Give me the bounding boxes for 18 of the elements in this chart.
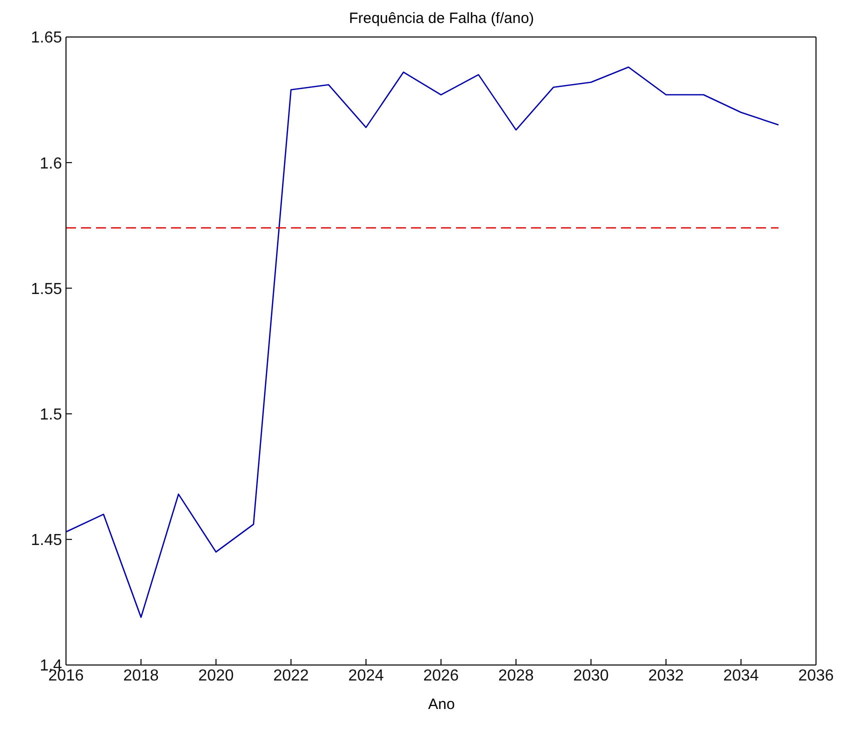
- x-tick-label: 2036: [798, 667, 834, 684]
- line-series: [66, 66, 780, 618]
- y-tick-label: 1.5: [40, 406, 62, 424]
- y-tick-label: 1.65: [30, 30, 62, 47]
- chart-title: Frequência de Falha (f/ano): [348, 10, 536, 27]
- x-tick-label: 2022: [273, 667, 309, 684]
- x-tick-label: 2024: [348, 667, 384, 684]
- x-tick-label: 2032: [648, 667, 684, 684]
- y-tick-label: 1.45: [30, 532, 62, 550]
- x-axis-title: Ano: [427, 696, 456, 713]
- y-tick-label: 1.55: [30, 280, 62, 298]
- x-tick-label: 2018: [123, 667, 159, 684]
- x-tick-label: 2028: [498, 667, 534, 684]
- x-tick-label: 2026: [423, 667, 459, 684]
- x-tick-label: 2030: [573, 667, 609, 684]
- x-tick-label: 2020: [198, 667, 234, 684]
- y-tick-label: 1.6: [40, 155, 62, 172]
- x-tick-label: 2034: [723, 667, 759, 684]
